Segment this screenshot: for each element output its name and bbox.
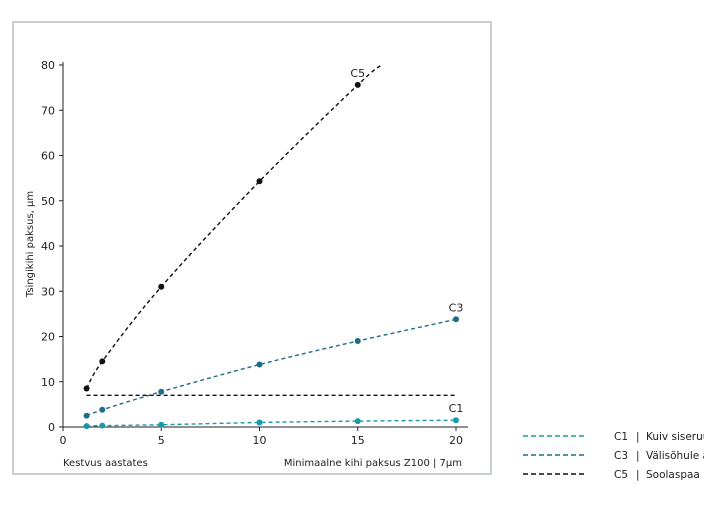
legend-text: Soolaspaa bbox=[646, 469, 700, 481]
x-tick-label: 15 bbox=[351, 434, 365, 447]
y-ticks: 0 10 20 30 40 50 60 70 80 bbox=[41, 59, 63, 434]
legend: C1 | Kuiv siseruu C3 | Välisõhule a C5 | Soolasp… bbox=[523, 431, 704, 481]
legend-entry: C1 | Kuiv siseruu bbox=[523, 431, 704, 443]
x-axis-label-right: Minimaalne kihi paksus Z100 | 7µm bbox=[284, 458, 462, 469]
series-label-c3: C3 bbox=[449, 301, 464, 314]
data-point bbox=[453, 417, 459, 424]
legend-code: C1 bbox=[614, 431, 628, 443]
x-tick-label: 0 bbox=[60, 434, 67, 447]
x-tick-label: 20 bbox=[449, 434, 463, 447]
x-ticks: 0 5 10 15 20 bbox=[60, 427, 463, 447]
y-tick-label: 80 bbox=[41, 59, 55, 72]
legend-text: Välisõhule a bbox=[646, 450, 704, 462]
data-point bbox=[354, 338, 361, 345]
y-tick-label: 0 bbox=[48, 421, 55, 434]
series-c5: C5 bbox=[83, 64, 382, 392]
y-tick-label: 60 bbox=[41, 150, 55, 163]
data-point bbox=[354, 418, 361, 425]
y-tick-label: 20 bbox=[41, 331, 55, 344]
legend-code: C5 bbox=[614, 469, 628, 481]
legend-text: Kuiv siseruu bbox=[646, 431, 704, 443]
legend-entry: C5 | Soolaspaa bbox=[523, 469, 700, 481]
y-axis-label: Tsingikihi paksus, µm bbox=[25, 191, 36, 298]
y-tick-label: 50 bbox=[41, 195, 55, 208]
chart-frame bbox=[12, 21, 492, 475]
data-point bbox=[83, 385, 90, 392]
data-point bbox=[99, 422, 106, 429]
y-tick-label: 70 bbox=[41, 104, 55, 117]
series-layer: C1 C3 C5 bbox=[83, 64, 464, 430]
y-tick-label: 10 bbox=[41, 376, 55, 389]
data-point bbox=[256, 361, 263, 368]
x-tick-label: 5 bbox=[158, 434, 165, 447]
legend-separator: | bbox=[636, 469, 640, 481]
data-point bbox=[256, 419, 263, 426]
y-tick-label: 30 bbox=[41, 285, 55, 298]
y-tick-label: 40 bbox=[41, 240, 55, 253]
x-axis-label-left: Kestvus aastates bbox=[63, 458, 148, 469]
data-point bbox=[158, 283, 165, 290]
data-point bbox=[99, 406, 106, 413]
x-tick-label: 10 bbox=[253, 434, 267, 447]
series-c3: C3 bbox=[83, 301, 464, 419]
legend-code: C3 bbox=[614, 450, 628, 462]
legend-entry: C3 | Välisõhule a bbox=[523, 450, 704, 462]
data-point bbox=[453, 316, 459, 323]
series-label-c1: C1 bbox=[449, 402, 464, 415]
legend-separator: | bbox=[636, 431, 640, 443]
data-point bbox=[158, 421, 165, 428]
data-point bbox=[158, 388, 165, 395]
data-point bbox=[83, 423, 90, 430]
data-point bbox=[354, 81, 361, 88]
series-label-c5: C5 bbox=[350, 67, 365, 80]
legend-separator: | bbox=[636, 450, 640, 462]
data-point bbox=[256, 178, 263, 185]
data-point bbox=[99, 358, 106, 365]
series-c1: C1 bbox=[83, 402, 464, 430]
data-point bbox=[83, 412, 90, 419]
